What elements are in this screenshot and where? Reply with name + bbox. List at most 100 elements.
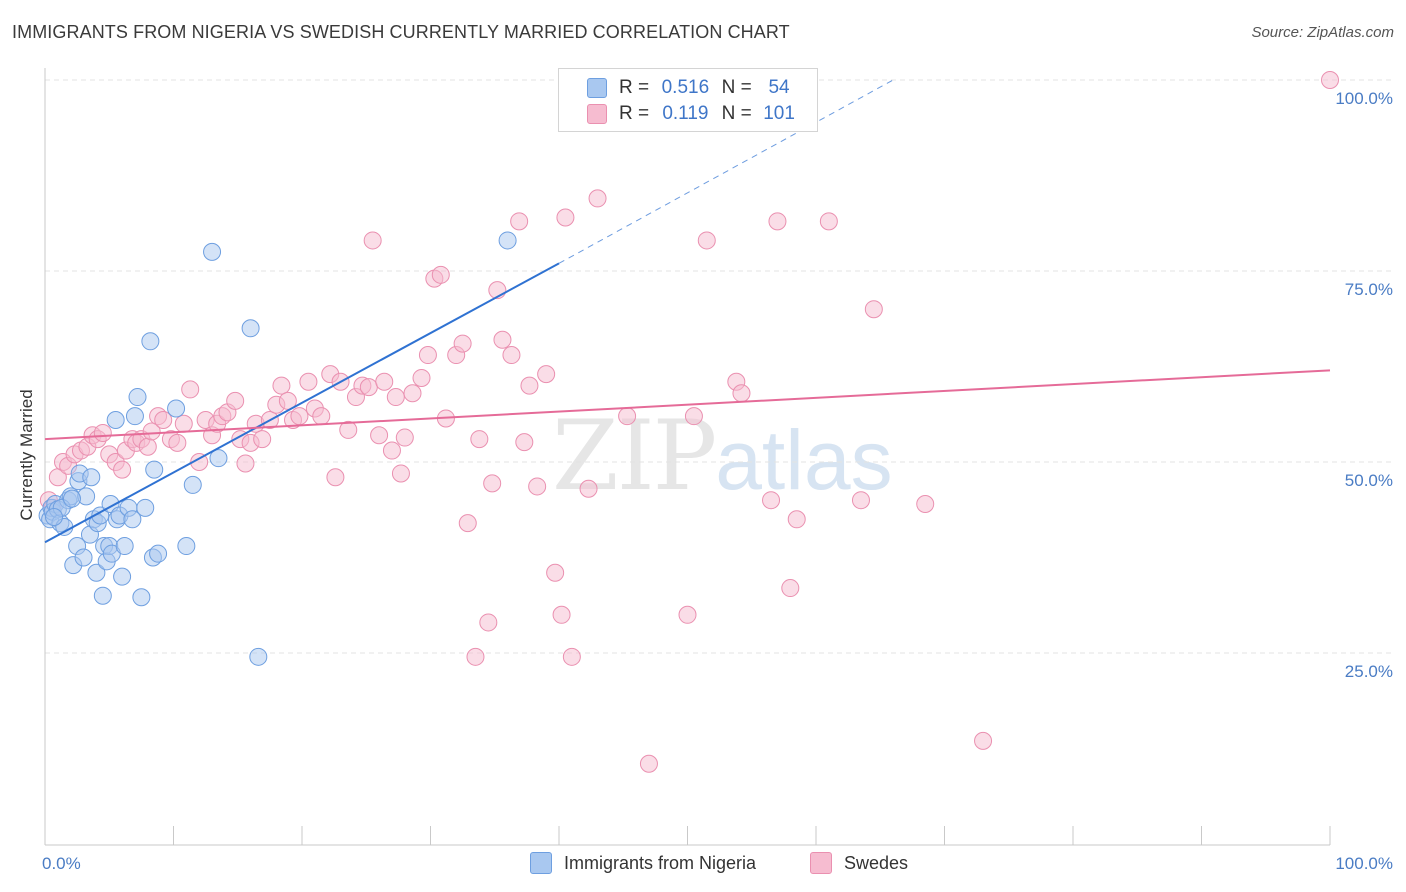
point-swedes bbox=[579, 479, 598, 498]
point-swedes bbox=[537, 365, 556, 384]
point-swedes bbox=[556, 208, 575, 227]
point-swedes bbox=[363, 231, 382, 250]
point-swedes bbox=[326, 468, 345, 487]
point-nigeria bbox=[498, 231, 517, 250]
legend-swatch-swedes bbox=[587, 104, 607, 124]
point-swedes bbox=[781, 579, 800, 598]
point-nigeria bbox=[106, 410, 125, 429]
point-swedes bbox=[154, 410, 173, 429]
point-nigeria bbox=[125, 407, 144, 426]
point-swedes bbox=[819, 212, 838, 231]
legend-swatch-nigeria bbox=[587, 78, 607, 98]
point-nigeria bbox=[141, 332, 160, 351]
point-nigeria bbox=[62, 489, 81, 508]
point-swedes bbox=[142, 422, 161, 441]
point-swedes bbox=[339, 420, 358, 439]
bottom-legend-label-swedes: Swedes bbox=[844, 852, 909, 873]
point-nigeria bbox=[149, 544, 168, 563]
point-nigeria bbox=[74, 548, 93, 567]
point-swedes bbox=[253, 430, 272, 449]
point-swedes bbox=[375, 372, 394, 391]
point-swedes bbox=[312, 407, 331, 426]
point-swedes bbox=[916, 495, 935, 514]
point-swedes bbox=[1321, 71, 1339, 89]
correlation-legend: R = 0.516 N = 54 R = 0.119 N = 101 bbox=[558, 68, 818, 132]
point-swedes bbox=[168, 433, 187, 452]
point-swedes bbox=[181, 380, 200, 399]
point-swedes bbox=[546, 563, 565, 582]
point-swedes bbox=[851, 491, 870, 510]
point-swedes bbox=[382, 441, 401, 460]
point-swedes bbox=[453, 334, 472, 353]
point-swedes bbox=[678, 605, 697, 624]
point-nigeria bbox=[249, 647, 268, 666]
point-swedes bbox=[272, 376, 291, 395]
point-nigeria bbox=[183, 475, 202, 494]
point-swedes bbox=[299, 372, 318, 391]
point-nigeria bbox=[177, 537, 196, 556]
point-swedes bbox=[732, 384, 751, 403]
point-swedes bbox=[412, 368, 431, 387]
bottom-legend-swatch-swedes bbox=[810, 852, 832, 874]
point-swedes bbox=[458, 514, 477, 533]
point-swedes bbox=[588, 189, 607, 208]
point-nigeria bbox=[209, 449, 228, 468]
point-nigeria bbox=[115, 537, 134, 556]
point-swedes bbox=[768, 212, 787, 231]
x-tick-label: 0.0% bbox=[42, 854, 81, 873]
point-nigeria bbox=[132, 588, 151, 607]
y-tick-label: 75.0% bbox=[1345, 280, 1393, 299]
point-swedes bbox=[290, 407, 309, 426]
y-tick-label: 100.0% bbox=[1335, 89, 1393, 108]
point-swedes bbox=[418, 346, 437, 365]
point-swedes bbox=[562, 647, 581, 666]
point-swedes bbox=[190, 453, 209, 471]
point-swedes bbox=[370, 426, 389, 445]
point-swedes bbox=[515, 433, 534, 452]
point-swedes bbox=[174, 414, 193, 433]
point-swedes bbox=[697, 231, 716, 250]
grid-layer bbox=[45, 79, 1395, 654]
trend-line-swedes bbox=[44, 369, 1331, 441]
point-swedes bbox=[762, 491, 781, 510]
point-swedes bbox=[552, 605, 571, 624]
point-nigeria bbox=[167, 399, 186, 418]
point-swedes bbox=[493, 330, 512, 349]
point-swedes bbox=[502, 346, 521, 365]
point-swedes bbox=[93, 423, 112, 442]
legend-stats-swedes: R = 0.119 N = 101 bbox=[619, 103, 795, 124]
point-swedes bbox=[470, 430, 489, 449]
trend-lines bbox=[44, 79, 1331, 544]
point-nigeria bbox=[91, 506, 110, 525]
point-swedes bbox=[479, 613, 498, 632]
point-swedes bbox=[403, 384, 422, 403]
swedes-points bbox=[39, 71, 1339, 773]
watermark-atlas: atlas bbox=[715, 413, 893, 507]
trend-line-nigeria bbox=[44, 262, 560, 544]
point-swedes bbox=[787, 510, 806, 529]
point-swedes bbox=[386, 388, 405, 407]
nigeria-points bbox=[38, 231, 517, 666]
point-swedes bbox=[528, 477, 547, 496]
point-nigeria bbox=[203, 242, 222, 261]
axis-layer bbox=[44, 68, 1331, 846]
point-swedes bbox=[684, 407, 703, 426]
point-nigeria bbox=[241, 319, 260, 338]
point-nigeria bbox=[123, 510, 142, 529]
point-nigeria bbox=[128, 388, 147, 407]
trend-line-nigeria-extension bbox=[558, 79, 894, 264]
point-swedes bbox=[510, 212, 529, 231]
point-swedes bbox=[483, 474, 502, 493]
point-nigeria bbox=[113, 567, 132, 586]
point-nigeria bbox=[82, 468, 101, 487]
point-swedes bbox=[236, 454, 255, 473]
point-nigeria bbox=[44, 508, 63, 527]
tick-labels: 25.0% 50.0% 75.0% 100.0% 0.0% 100.0% bbox=[42, 89, 1393, 873]
point-swedes bbox=[359, 378, 378, 397]
point-swedes bbox=[226, 391, 245, 410]
y-tick-label: 50.0% bbox=[1345, 471, 1393, 490]
point-swedes bbox=[138, 437, 157, 456]
point-swedes bbox=[391, 464, 410, 483]
point-swedes bbox=[864, 300, 883, 319]
